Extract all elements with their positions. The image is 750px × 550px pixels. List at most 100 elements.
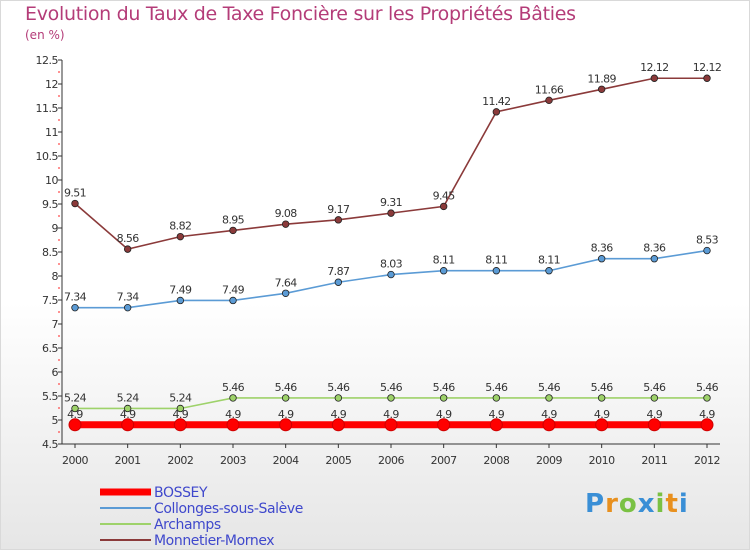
y-tick-label: 9.5	[42, 198, 58, 211]
data-point	[229, 296, 237, 305]
data-point	[121, 418, 135, 432]
x-tick-label: 2001	[115, 454, 141, 467]
y-minor-tick	[58, 287, 60, 289]
y-minor-tick	[58, 359, 60, 361]
data-point	[281, 394, 290, 402]
y-minor-tick	[58, 335, 60, 337]
y-tick-label: 6	[52, 366, 59, 379]
y-minor-tick	[58, 239, 60, 241]
data-labels: 4.9 4.9 4.9 4.9 4.9 4.9 4.9 4.9 4.9 4.9 4.9 4.9 4.9 7…	[64, 61, 722, 421]
y-tick-label: 6.5	[42, 342, 58, 355]
y-tick-label: 7.5	[42, 294, 58, 307]
data-label: 8.11	[433, 254, 455, 267]
data-point	[334, 394, 343, 402]
y-minor-tick	[58, 143, 60, 145]
x-tick-label: 2000	[62, 454, 88, 467]
data-label: 4.9	[120, 408, 136, 421]
data-label: 7.87	[327, 265, 350, 278]
data-label: 4.9	[646, 408, 662, 421]
y-tick-label: 12.5	[36, 54, 59, 67]
data-label: 4.9	[436, 408, 452, 421]
data-label: 7.34	[64, 291, 87, 304]
data-point	[387, 209, 395, 217]
series-layer	[68, 74, 714, 432]
y-minor-tick	[58, 431, 60, 433]
data-label: 8.36	[591, 242, 614, 255]
y-tick-label: 8.5	[42, 246, 58, 259]
data-label: 9.45	[433, 189, 456, 202]
data-point	[492, 267, 501, 275]
data-point	[387, 270, 395, 279]
data-point	[71, 303, 79, 312]
y-tick-label: 4.5	[42, 438, 58, 451]
chart-title: Evolution du Taux de Taxe Foncière sur l…	[25, 3, 576, 25]
y-tick-label: 10.5	[36, 150, 59, 163]
y-tick-label: 11.5	[36, 102, 59, 115]
data-point	[597, 85, 606, 93]
x-tick-label: 2002	[167, 454, 193, 467]
data-point	[489, 418, 503, 432]
data-point	[595, 418, 609, 432]
data-label: 5.24	[117, 391, 140, 404]
data-label: 5.46	[327, 381, 350, 394]
data-label: 5.46	[591, 381, 614, 394]
data-label: 9.51	[64, 187, 86, 200]
data-point	[545, 96, 553, 105]
data-point	[281, 220, 290, 228]
data-point	[176, 296, 185, 305]
data-point	[492, 394, 501, 402]
data-point	[226, 418, 240, 432]
data-point	[229, 226, 237, 235]
data-label: 12.12	[640, 61, 669, 74]
data-point	[123, 404, 132, 413]
data-label: 5.46	[380, 381, 403, 394]
logo-letter: r	[605, 489, 619, 519]
data-point	[123, 303, 132, 312]
logo-letter: x	[637, 489, 656, 519]
y-tick-label: 11	[45, 126, 58, 139]
data-point	[71, 404, 79, 413]
data-label: 5.46	[275, 381, 298, 394]
data-label: 8.03	[380, 258, 403, 271]
y-minor-tick	[58, 215, 60, 217]
data-label: 8.36	[643, 242, 666, 255]
data-point	[176, 232, 185, 241]
legend-label: Monnetier-Mornex	[154, 533, 274, 549]
x-tick-label: 2006	[378, 454, 404, 467]
data-point	[384, 418, 398, 432]
logo-letter: P	[585, 489, 606, 519]
y-tick-label: 5.5	[42, 390, 58, 403]
data-point	[545, 267, 553, 275]
data-label: 9.31	[380, 196, 402, 209]
data-point	[647, 418, 661, 432]
legend-label: Archamps	[154, 517, 221, 533]
data-label: 7.64	[275, 276, 298, 289]
data-point	[439, 267, 448, 275]
data-point	[176, 404, 185, 413]
data-label: 5.46	[696, 381, 719, 394]
data-label: 8.82	[169, 220, 191, 233]
y-minor-tick	[58, 383, 60, 385]
data-label: 5.46	[538, 381, 561, 394]
data-point	[123, 245, 132, 253]
data-point	[542, 418, 556, 432]
x-tick-label: 2012	[694, 454, 720, 467]
logo-letter: i	[655, 489, 666, 519]
data-label: 8.53	[696, 234, 719, 247]
data-label: 4.9	[383, 408, 399, 421]
axes: 4.5 5 5.5 6 6.5 7 7.5 8 8.5 9 9.5 10 10.5 11 11.5 12 12.…	[36, 54, 721, 467]
data-point	[597, 255, 606, 263]
data-label: 8.95	[222, 213, 245, 226]
data-point	[71, 199, 79, 208]
data-point	[703, 246, 711, 255]
legend: BOSSEYCollonges-sous-SalèveArchampsMonne…	[100, 485, 303, 549]
y-tick-label: 9	[52, 222, 59, 235]
data-label: 8.56	[117, 232, 140, 245]
data-label: 5.24	[169, 391, 192, 404]
data-point	[173, 418, 187, 432]
data-label: 7.49	[222, 283, 245, 296]
data-point	[650, 394, 659, 402]
x-tick-label: 2004	[273, 454, 299, 467]
data-label: 5.24	[64, 391, 87, 404]
